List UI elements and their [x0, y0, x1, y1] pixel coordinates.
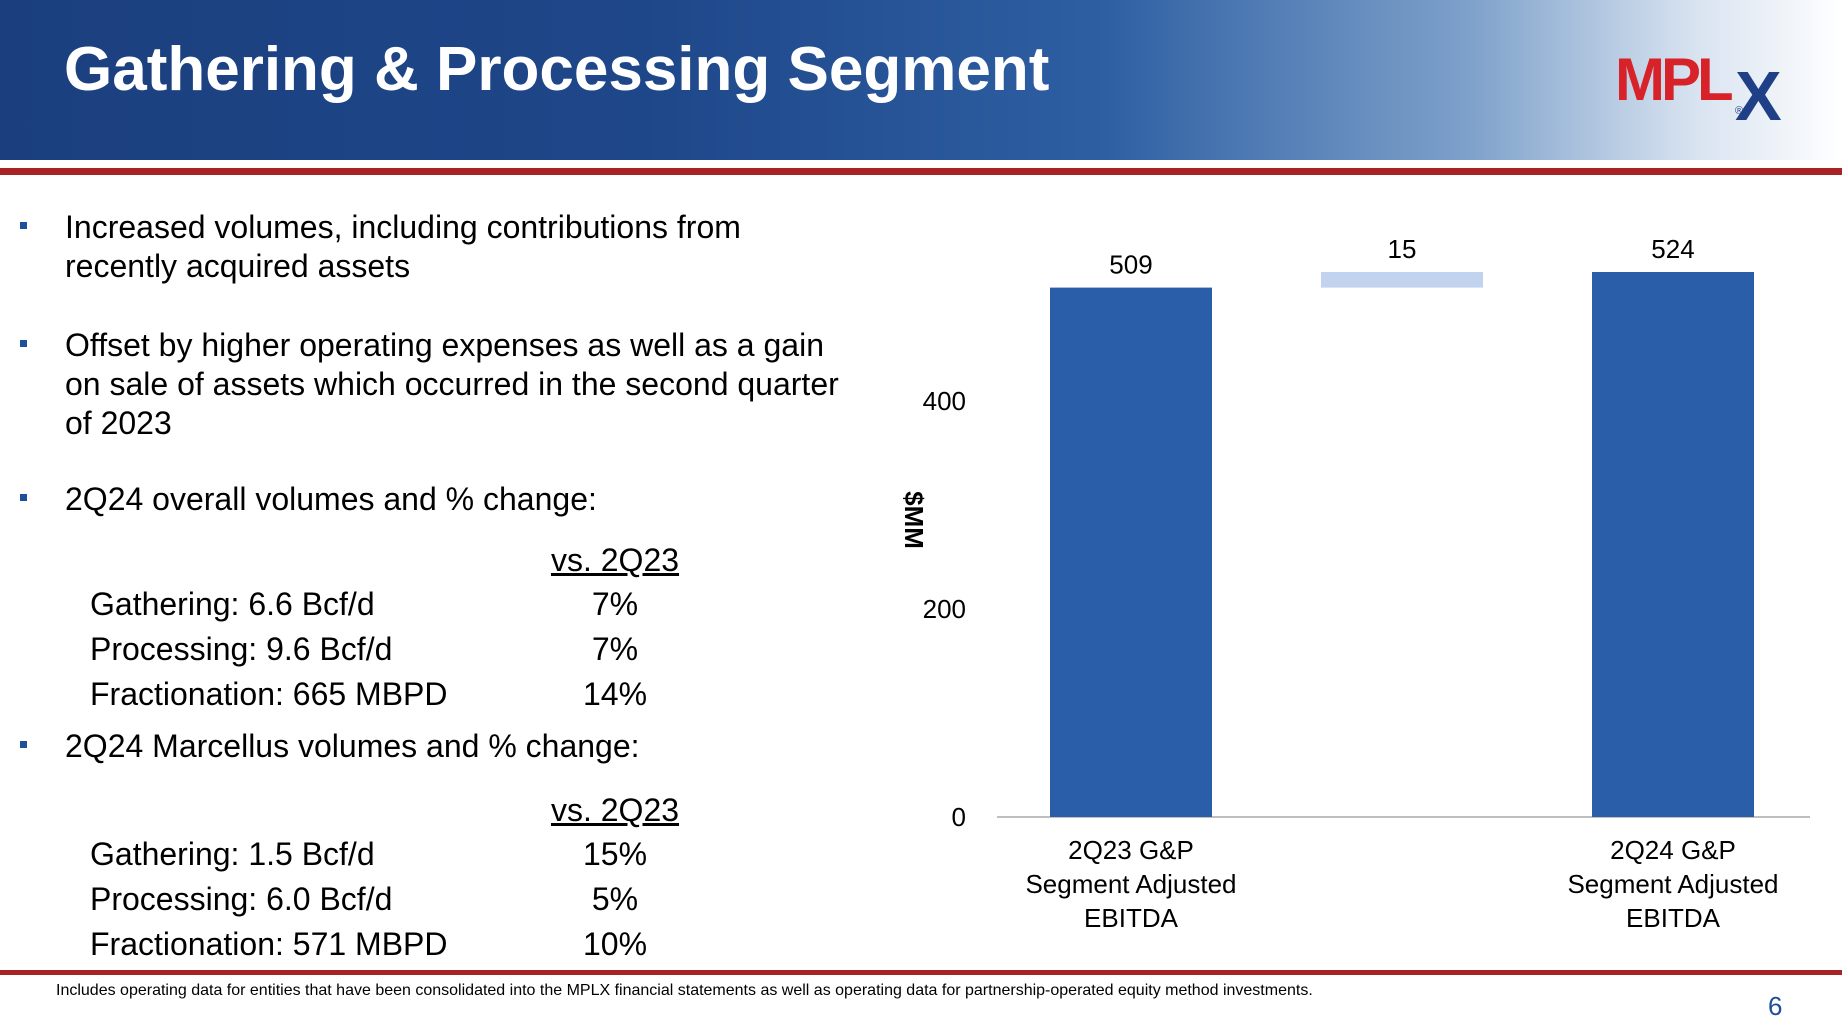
bridge-delta-bar — [1321, 272, 1483, 288]
header-divider — [0, 168, 1842, 175]
x-category-label: 2Q24 G&P — [1610, 835, 1736, 865]
footnote: Includes operating data for entities tha… — [56, 982, 1313, 999]
y-tick-label: 200 — [923, 594, 966, 624]
table-header: vs. 2Q23 — [550, 792, 680, 828]
footer-divider — [0, 970, 1842, 975]
row-label: Processing: 6.0 Bcf/d — [90, 881, 393, 917]
table-header: vs. 2Q23 — [550, 542, 680, 578]
bar — [1050, 287, 1212, 817]
bar-data-label: 509 — [1109, 250, 1152, 280]
bullet-marker — [20, 741, 27, 748]
header-banner: Gathering & Processing Segment MPL X ® — [0, 0, 1842, 160]
row-value: 15% — [582, 836, 648, 872]
x-category-label: 2Q23 G&P — [1068, 835, 1194, 865]
bar — [1592, 272, 1754, 817]
bar-data-label: 524 — [1651, 234, 1694, 264]
row-value: 14% — [582, 676, 648, 712]
slide-title: Gathering & Processing Segment — [64, 35, 1050, 104]
y-tick-label: 400 — [923, 386, 966, 416]
x-category-label: EBITDA — [1626, 903, 1721, 933]
x-category-label: Segment Adjusted — [1025, 869, 1236, 899]
row-label: Fractionation: 571 MBPD — [90, 926, 448, 962]
row-label: Processing: 9.6 Bcf/d — [90, 631, 393, 667]
y-axis-label: $MM — [899, 491, 929, 549]
row-label: Gathering: 6.6 Bcf/d — [90, 586, 375, 622]
page-number: 6 — [1768, 991, 1783, 1021]
bar-data-label: 15 — [1388, 234, 1417, 264]
bullet-text: Offset by higher operating expenses as w… — [65, 327, 839, 441]
row-label: Fractionation: 665 MBPD — [90, 676, 448, 712]
row-value: 7% — [591, 631, 639, 667]
y-tick-label: 0 — [952, 802, 966, 832]
mplx-logo: MPL X ® — [1615, 46, 1782, 124]
row-value: 5% — [591, 881, 639, 917]
bullet-marker — [20, 222, 27, 229]
bullet-text: Increased volumes, including contributio… — [65, 209, 741, 284]
bullet-text: 2Q24 Marcellus volumes and % change: — [65, 728, 640, 764]
bullet-marker — [20, 340, 27, 347]
row-label: Gathering: 1.5 Bcf/d — [90, 836, 375, 872]
x-category-label: Segment Adjusted — [1567, 869, 1778, 899]
logo-x-letter: X — [1735, 57, 1782, 124]
logo-registered-mark: ® — [1735, 105, 1743, 117]
bullet-text: 2Q24 overall volumes and % change: — [65, 481, 597, 517]
row-value: 7% — [591, 586, 639, 622]
row-value: 10% — [582, 926, 648, 962]
x-category-label: EBITDA — [1084, 903, 1179, 933]
ebitda-bridge-chart: 0 200 400 $MM 509 15 524 2Q23 G&P Segment Adjust… — [899, 234, 1810, 933]
logo-mp-letters: MPL — [1615, 46, 1732, 113]
bullet-marker — [20, 494, 27, 501]
